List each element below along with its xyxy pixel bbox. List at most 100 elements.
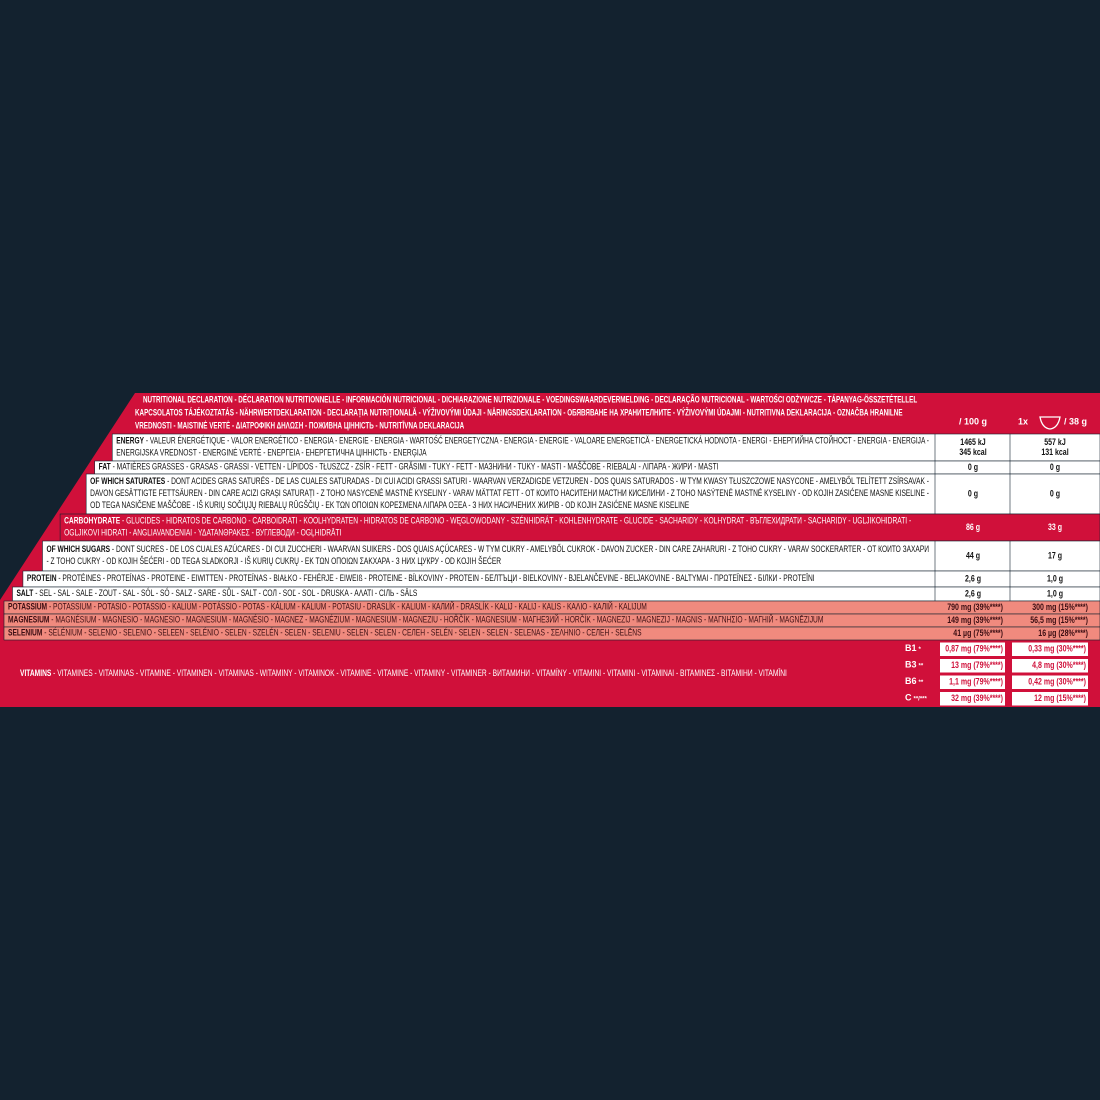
translations: - DONT SUCRES - DE LOS CUALES AZÚCARES -… bbox=[110, 544, 929, 554]
row-text: CARBOHYDRATE - GLUCIDES - HIDRATOS DE CA… bbox=[64, 516, 911, 526]
translations: - SEL - SAL - SALE - ZOUT - SAL - SÓL - … bbox=[33, 587, 417, 598]
value: 300 mg (15%****) bbox=[1032, 602, 1088, 612]
row-text: PROTEIN - PROTÉINES - PROTEÍNAS - PROTEI… bbox=[27, 573, 815, 583]
value: 12 mg (15%****) bbox=[1034, 693, 1086, 703]
nutrient-name: OF WHICH SATURATES bbox=[90, 476, 165, 486]
translations: - Z TOHO CUKRY - OD KOJIH ŠEĆERI - OD TE… bbox=[46, 556, 501, 566]
value: 0 g bbox=[1050, 488, 1060, 498]
portion-count: 1x bbox=[1018, 416, 1028, 426]
nutrient-name: PROTEIN bbox=[27, 573, 57, 583]
vitamin-name: B6 ** bbox=[905, 676, 924, 686]
value: 44 g bbox=[966, 550, 980, 560]
value: 1,0 g bbox=[1047, 588, 1063, 598]
vitamin-note: * bbox=[919, 647, 922, 653]
translations: DAVON GESÄTTIGTE FETTSÄUREN - DIN CARE A… bbox=[90, 488, 929, 498]
row-text: DAVON GESÄTTIGTE FETTSÄUREN - DIN CARE A… bbox=[90, 488, 929, 498]
row-background bbox=[85, 473, 1100, 515]
value: 557 kJ bbox=[1044, 437, 1065, 447]
vitamin-note: ** bbox=[919, 680, 924, 686]
nutrient-name: SALT bbox=[16, 588, 33, 598]
translations: - DONT ACIDES GRAS SATURÉS - DE LAS CUAL… bbox=[165, 476, 929, 486]
row-text: SALT - SEL - SAL - SALE - ZOUT - SAL - S… bbox=[16, 587, 417, 598]
value: 13 mg (79%****) bbox=[951, 660, 1003, 670]
header-line: KAPCSOLATOS TÁJÉKOZTATÁS - NÄHRWERTDEKLA… bbox=[135, 406, 903, 417]
vitamin-name: C **/*** bbox=[905, 693, 928, 703]
vitamin-label: B1 bbox=[905, 643, 917, 653]
row-background bbox=[59, 513, 1100, 542]
value-box bbox=[940, 659, 1005, 673]
value: 0 g bbox=[1050, 462, 1060, 472]
nutrient-name: POTASSIUM bbox=[8, 602, 47, 612]
value: 149 mg (39%****) bbox=[947, 615, 1003, 625]
row-text: SELENIUM - SÉLÉNIUM - SELENIO - SELENIO … bbox=[8, 628, 642, 638]
header-line: VREDNOSTI - MAISTINĖ VERTĖ - ΔΙΑΤΡΟΦΙΚΗ … bbox=[135, 420, 465, 430]
portion-header: / 38 g bbox=[1064, 416, 1087, 426]
value-box bbox=[940, 675, 1005, 689]
value: 0 g bbox=[968, 488, 978, 498]
vitamin-name: B3 ** bbox=[905, 660, 924, 670]
value: 2,6 g bbox=[965, 588, 981, 598]
value: 345 kcal bbox=[959, 447, 986, 457]
header-line: NUTRITIONAL DECLARATION - DÉCLARATION NU… bbox=[143, 393, 918, 404]
row-text: OF WHICH SATURATES - DONT ACIDES GRAS SA… bbox=[90, 476, 929, 486]
value: 4,8 mg (30%****) bbox=[1032, 660, 1086, 670]
value: 0,87 mg (79%****) bbox=[945, 643, 1003, 653]
translations: ENERGIJSKA VREDNOST - ENERGINĖ VERTĖ - Ε… bbox=[116, 448, 426, 458]
value-box bbox=[1012, 642, 1088, 656]
row-text: MAGNESIUM - MAGNÉSIUM - MAGNESIO - MAGNE… bbox=[8, 614, 823, 625]
nutrient-name: FAT bbox=[99, 462, 111, 472]
translations: - GLUCIDES - HIDRATOS DE CARBONO - CARBO… bbox=[120, 516, 911, 526]
vitamin-label: C bbox=[905, 693, 912, 703]
translations: - VITAMINES - VITAMINAS - VITAMINE - VIT… bbox=[51, 668, 787, 678]
nutrient-name: VITAMINS bbox=[20, 668, 51, 678]
value-box bbox=[1012, 675, 1088, 689]
translations: - MATIÈRES GRASSES - GRASAS - GRASSI - V… bbox=[111, 462, 719, 472]
row-text: OF WHICH SUGARS - DONT SUCRES - DE LOS C… bbox=[46, 544, 929, 554]
value: 790 mg (39%****) bbox=[947, 602, 1003, 612]
value: 17 g bbox=[1048, 550, 1062, 560]
value: 41 µg (75%****) bbox=[953, 628, 1003, 638]
vitamin-note: **/*** bbox=[914, 696, 928, 702]
value: 33 g bbox=[1048, 522, 1062, 532]
row-background bbox=[3, 626, 1100, 641]
value-box bbox=[1012, 659, 1088, 673]
row-text: ENERGIJSKA VREDNOST - ENERGINĖ VERTĖ - Ε… bbox=[116, 448, 426, 458]
value: 0 g bbox=[968, 462, 978, 472]
vitamins-text: VITAMINS - VITAMINES - VITAMINAS - VITAM… bbox=[20, 668, 787, 678]
translations: - PROTÉINES - PROTEÍNAS - PROTEINE - EIW… bbox=[57, 573, 815, 583]
value: 131 kcal bbox=[1041, 447, 1068, 457]
nutrient-name: CARBOHYDRATE bbox=[64, 516, 120, 526]
row-text: ENERGY - VALEUR ÉNERGÉTIQUE - VALOR ENER… bbox=[116, 435, 929, 446]
value: 0,33 mg (30%****) bbox=[1028, 643, 1086, 653]
bowl-icon bbox=[1039, 416, 1061, 430]
translations: - VALEUR ÉNERGÉTIQUE - VALOR ENERGÉTICO … bbox=[144, 435, 929, 446]
row-background bbox=[111, 433, 1100, 462]
value-box bbox=[1012, 692, 1088, 706]
value: 1,0 g bbox=[1047, 573, 1063, 583]
nutrient-name: ENERGY bbox=[116, 436, 144, 446]
value: 2,6 g bbox=[965, 573, 981, 583]
value: 1,1 mg (79%****) bbox=[949, 676, 1003, 686]
per-100-header: / 100 g bbox=[959, 416, 987, 426]
translations: OD TEGA NASIČENE MAŠČOBE - IŠ KURIŲ SOČI… bbox=[90, 500, 689, 510]
vitamin-label: B3 bbox=[905, 660, 917, 670]
value-box bbox=[940, 642, 1005, 656]
nutrient-name: SELENIUM bbox=[8, 628, 42, 638]
value: 1465 kJ bbox=[960, 437, 985, 447]
row-text: FAT - MATIÈRES GRASSES - GRASAS - GRASSI… bbox=[99, 462, 719, 472]
value: 56,5 mg (15%****) bbox=[1030, 615, 1088, 625]
vitamin-name: B1 * bbox=[905, 643, 922, 653]
vitamin-note: ** bbox=[919, 663, 924, 669]
value-box bbox=[940, 692, 1005, 706]
table: NUTRITIONAL DECLARATION - DÉCLARATION NU… bbox=[3, 393, 1100, 706]
value: 86 g bbox=[966, 522, 980, 532]
row-text: OGLJIKOVI HIDRATI - ANGLIAVANDENIAI - ΥΔ… bbox=[64, 528, 341, 538]
translations: - MAGNÉSIUM - MAGNESIO - MAGNESIO - MAGN… bbox=[49, 614, 823, 625]
value: 0,42 mg (30%****) bbox=[1028, 676, 1086, 686]
value: 32 mg (39%****) bbox=[951, 693, 1003, 703]
row-text: POTASSIUM - POTASSIUM - POTASIO - POTASS… bbox=[8, 601, 647, 612]
translations: OGLJIKOVI HIDRATI - ANGLIAVANDENIAI - ΥΔ… bbox=[64, 528, 341, 538]
row-text: - Z TOHO CUKRY - OD KOJIH ŠEĆERI - OD TE… bbox=[46, 556, 501, 566]
translations: - SÉLÉNIUM - SELENIO - SELENIO - SELEEN … bbox=[42, 628, 641, 638]
